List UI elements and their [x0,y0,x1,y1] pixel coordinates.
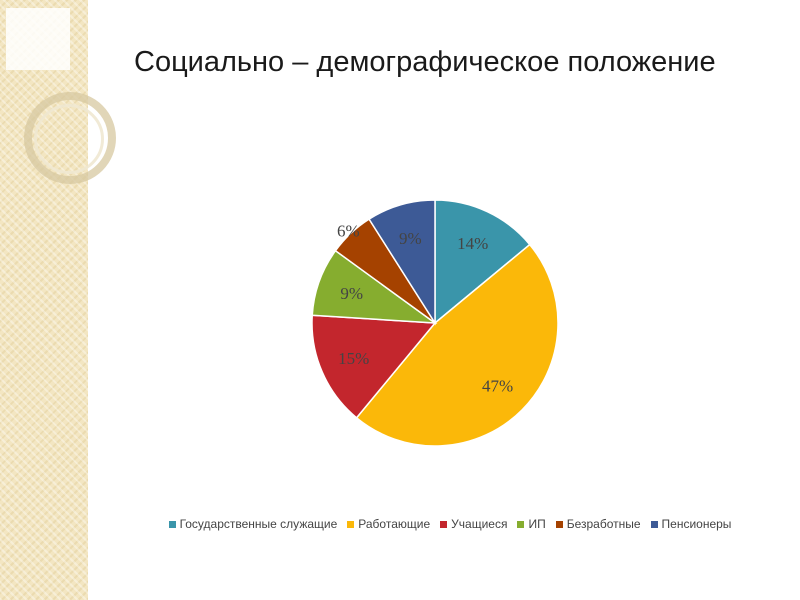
pie-data-label-1: 14% [457,234,488,253]
legend-swatch-1 [168,520,176,528]
pie-data-label-5: 6% [337,222,360,241]
pie-data-label-3: 15% [338,349,369,368]
pie-slice-1 [434,199,531,325]
pie-data-label-2: 47% [482,377,513,396]
legend-swatch-3 [440,520,448,528]
pie-data-label-6: 9% [399,229,422,248]
decorative-square [6,8,70,70]
legend-label-6: Пенсионеры [661,517,732,531]
pie-data-label-4: 9% [340,284,363,303]
chart-legend: Государственные служащие Работающие Учащие… [90,517,800,531]
legend-item-6: Пенсионеры [650,517,732,531]
pie-slice-3 [311,314,437,419]
legend-label-3: Учащиеся [451,517,508,531]
decorative-side-strip [0,0,116,600]
legend-item-5: Безработные [555,517,641,531]
legend-label-1: Государственные служащие [179,517,338,531]
pie-slice-6 [368,199,436,326]
legend-label-5: Безработные [566,517,641,531]
legend-item-1: Государственные служащие [168,517,338,531]
legend-item-4: ИП [517,517,546,531]
legend-label-4: ИП [528,517,546,531]
legend-swatch-4 [517,520,525,528]
page-title: Социально – демографическое положение [134,46,716,78]
decorative-ring [24,92,116,184]
legend-swatch-5 [555,520,563,528]
legend-swatch-2 [347,520,355,528]
legend-swatch-6 [650,520,658,528]
pie-slice-2 [355,243,559,447]
legend-label-2: Работающие [358,517,431,531]
legend-item-2: Работающие [347,517,430,531]
legend-item-3: Учащиеся [440,517,507,531]
decorative-ring-inner [34,104,104,174]
